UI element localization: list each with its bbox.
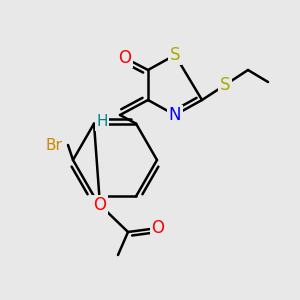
Text: H: H [96, 115, 108, 130]
Text: O: O [152, 219, 164, 237]
Text: S: S [170, 46, 180, 64]
Text: O: O [118, 49, 131, 67]
Text: O: O [94, 196, 106, 214]
Text: N: N [169, 106, 181, 124]
Text: Br: Br [46, 137, 62, 152]
Text: S: S [220, 76, 230, 94]
